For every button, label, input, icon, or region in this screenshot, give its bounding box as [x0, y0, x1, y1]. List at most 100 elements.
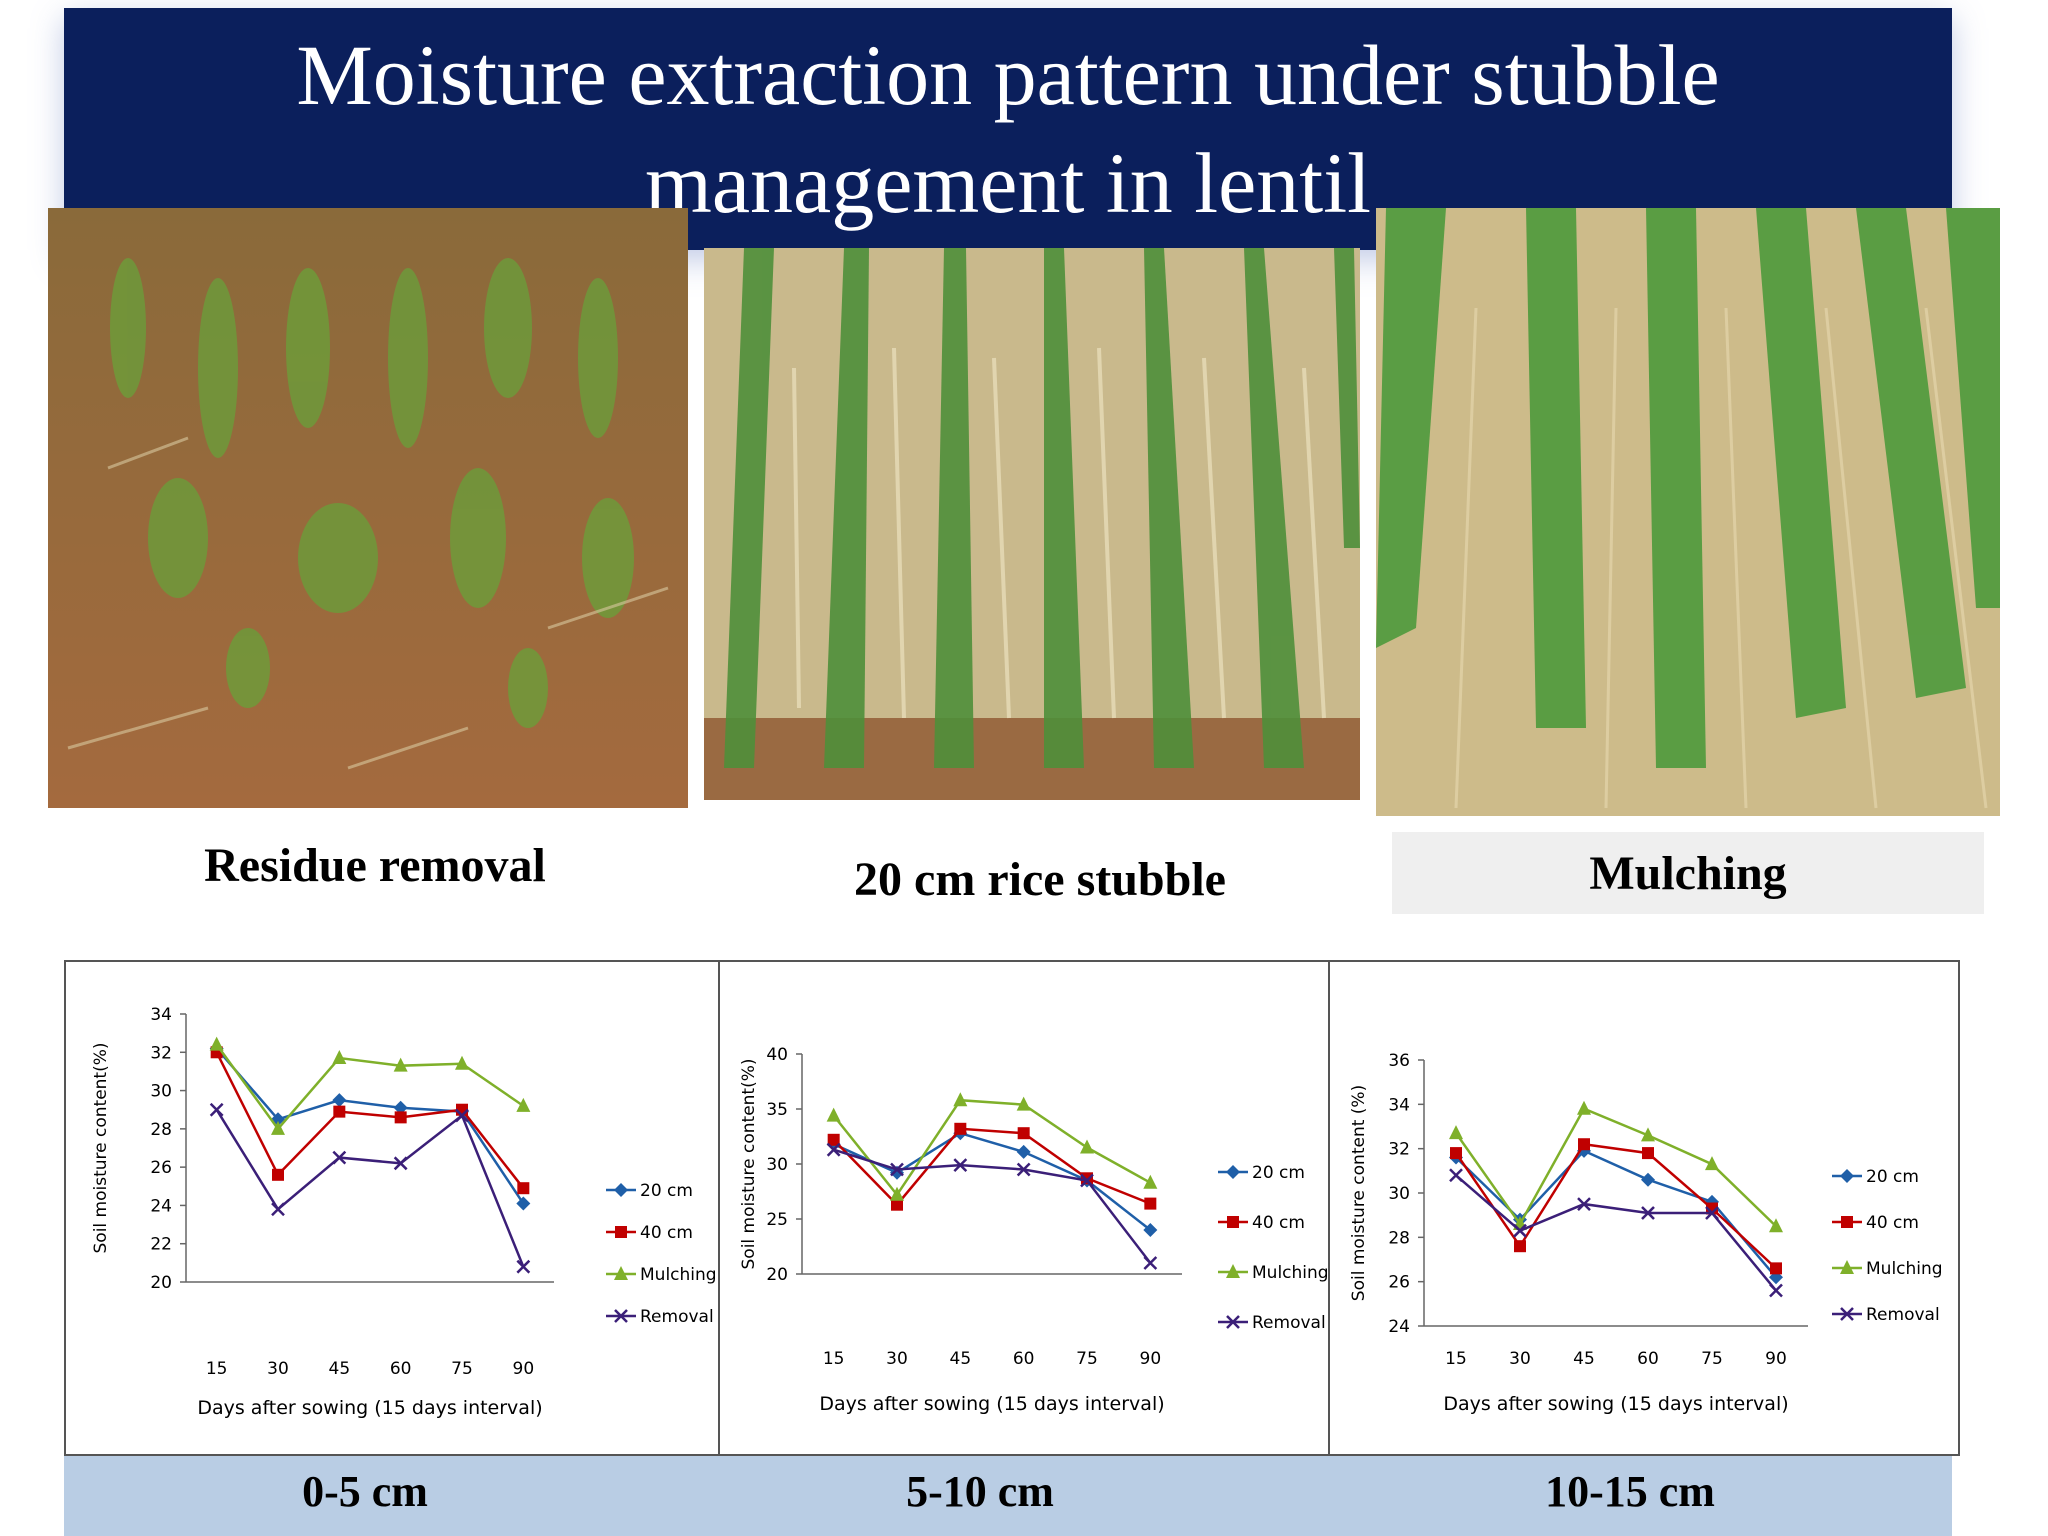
data-point	[826, 1107, 841, 1122]
photo-mulching	[1376, 208, 2000, 816]
data-point	[1577, 1100, 1591, 1115]
data-point	[272, 1168, 284, 1181]
data-point	[332, 1050, 347, 1065]
x-tick-label: 45	[329, 1359, 351, 1379]
data-point	[393, 1156, 408, 1171]
chart-panel-0-5cm: 20 22 24 26 28 30 32 34 15 30 45 60 75 90 Days after s…	[64, 960, 720, 1456]
legend-marker	[1840, 1260, 1854, 1274]
data-point	[271, 1120, 285, 1135]
legend-label: 40 cm	[1866, 1213, 1919, 1233]
x-axis-label: Days after sowing (15 days interval)	[197, 1397, 542, 1419]
legend-entry: Mulching	[1218, 1263, 1328, 1283]
x-tick-label: 90	[513, 1359, 535, 1379]
y-tick-label: 24	[150, 1196, 172, 1216]
photo-residue-removal	[48, 208, 688, 808]
data-point	[516, 1196, 531, 1211]
legend-label: 40 cm	[1252, 1213, 1305, 1233]
data-point	[1450, 1147, 1462, 1160]
legend-label: Removal	[640, 1307, 714, 1327]
y-tick-label: 28	[1388, 1228, 1410, 1248]
legend-entry: 20 cm	[1218, 1163, 1305, 1183]
legend-label: 20 cm	[1866, 1167, 1919, 1187]
data-point	[209, 1102, 224, 1117]
legend-marker	[614, 1266, 628, 1280]
chart-10-15cm: 24 26 28 30 32 34 36 15 30 45 60 75 90 Days after sow…	[1349, 1051, 1943, 1415]
legend-entry: 40 cm	[1832, 1213, 1919, 1233]
data-point	[1016, 1162, 1031, 1177]
legend-marker	[1841, 1216, 1853, 1228]
data-point	[1513, 1223, 1527, 1238]
series-line	[832, 1098, 1151, 1197]
data-point	[1642, 1147, 1654, 1160]
data-point	[1577, 1143, 1591, 1158]
y-tick-label: 32	[150, 1043, 172, 1063]
data-point	[953, 1158, 968, 1172]
legend-marker	[615, 1226, 627, 1238]
series-2	[1449, 1100, 1783, 1233]
x-axis-label: Days after sowing (15 days interval)	[819, 1393, 1164, 1415]
series-1	[210, 1046, 530, 1195]
y-tick-label: 35	[766, 1100, 788, 1120]
data-point	[1449, 1125, 1463, 1140]
x-tick-label: 90	[1140, 1349, 1162, 1369]
legend-entry: 40 cm	[1218, 1213, 1305, 1233]
x-tick-label: 30	[267, 1359, 289, 1379]
data-point	[517, 1182, 530, 1195]
data-point	[1770, 1262, 1782, 1275]
legend-label: Mulching	[640, 1265, 717, 1285]
series-line	[1454, 1142, 1777, 1270]
legend-label: Removal	[1866, 1305, 1940, 1325]
chart-panel-10-15cm: 24 26 28 30 32 34 36 15 30 45 60 75 90 Days after sow…	[1328, 960, 1960, 1456]
series-line	[832, 1127, 1151, 1207]
data-point	[1769, 1283, 1783, 1298]
x-tick-label: 90	[1765, 1349, 1787, 1369]
depth-bar	[64, 1456, 1952, 1536]
legend-marker	[614, 1183, 628, 1197]
data-point	[1143, 1256, 1158, 1270]
caption-residue-removal: Residue removal	[204, 839, 546, 892]
y-tick-label: 20	[766, 1265, 788, 1285]
data-point	[890, 1162, 904, 1177]
series-line	[1455, 1149, 1777, 1279]
data-point	[1143, 1174, 1158, 1189]
series-1	[827, 1122, 1157, 1211]
data-point	[271, 1112, 285, 1127]
x-tick-label: 30	[1509, 1349, 1531, 1369]
data-point	[891, 1198, 903, 1211]
y-tick-label: 28	[150, 1120, 172, 1140]
slide-title: Moisture extraction pattern under stubbl…	[296, 27, 1720, 231]
legend-label: Removal	[1252, 1313, 1326, 1333]
data-point	[827, 1133, 840, 1146]
data-point	[954, 1122, 967, 1135]
data-point	[1577, 1197, 1591, 1211]
series-0	[209, 1041, 531, 1211]
series-3	[826, 1142, 1158, 1270]
y-tick-label: 34	[1388, 1095, 1410, 1115]
data-point	[1016, 1144, 1031, 1159]
y-axis-label: Soil moisture content(%)	[739, 1058, 759, 1269]
y-tick-label: 26	[1388, 1273, 1410, 1293]
y-tick-label: 26	[150, 1158, 172, 1178]
data-point	[1641, 1127, 1655, 1142]
legend-entry: Removal	[1832, 1305, 1940, 1325]
data-point	[455, 1108, 469, 1123]
x-axis-label: Days after sowing (15 days interval)	[1443, 1393, 1788, 1415]
data-point	[1705, 1194, 1719, 1209]
series-3	[209, 1102, 531, 1274]
depth-label-0-5cm: 0-5 cm	[302, 1467, 428, 1516]
legend-marker	[1840, 1307, 1854, 1321]
data-point	[209, 1036, 224, 1051]
x-tick-label: 30	[886, 1349, 908, 1369]
data-point	[271, 1202, 285, 1217]
data-point	[1641, 1206, 1655, 1220]
data-point	[1449, 1168, 1463, 1183]
data-point	[393, 1057, 408, 1072]
x-tick-label: 15	[1445, 1349, 1467, 1369]
legend-entry: Removal	[1218, 1313, 1326, 1333]
legend-entry: 20 cm	[606, 1181, 693, 1201]
series-line	[215, 1047, 525, 1205]
depth-label-5-10cm: 5-10 cm	[906, 1467, 1054, 1516]
data-point	[393, 1100, 408, 1115]
x-tick-label: 45	[950, 1349, 972, 1369]
x-tick-label: 75	[451, 1359, 473, 1379]
